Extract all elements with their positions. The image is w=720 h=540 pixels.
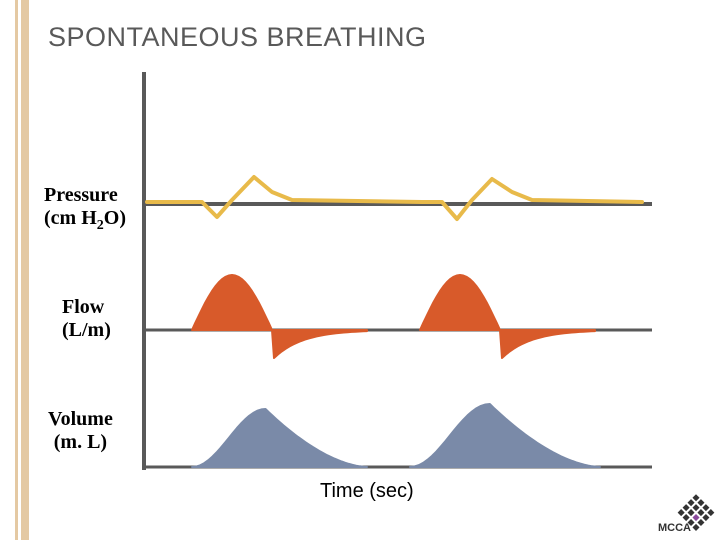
volume-label-line1: Volume (48, 408, 113, 431)
stripe-line-1 (15, 0, 18, 540)
pressure-axis-label: Pressure (cm H2O) (44, 184, 126, 234)
waveform-svg (142, 72, 662, 472)
flow-label-line2: (L/m) (62, 319, 111, 342)
stripe-line-2 (21, 0, 29, 540)
pressure-label-line2: (cm H2O) (44, 207, 126, 234)
flow-label-line1: Flow (62, 296, 111, 319)
x-axis-label: Time (sec) (320, 480, 414, 503)
logo-text: MCCA (658, 522, 691, 534)
page-title: SPONTANEOUS BREATHING (48, 22, 427, 53)
flow-axis-label: Flow (L/m) (62, 296, 111, 342)
chart-area (142, 72, 662, 472)
pressure-label-line1: Pressure (44, 184, 126, 207)
left-decorative-stripe (15, 0, 33, 540)
volume-label-line2: (m. L) (48, 431, 113, 454)
volume-axis-label: Volume (m. L) (48, 408, 113, 454)
mcca-logo: MCCA (656, 498, 710, 534)
